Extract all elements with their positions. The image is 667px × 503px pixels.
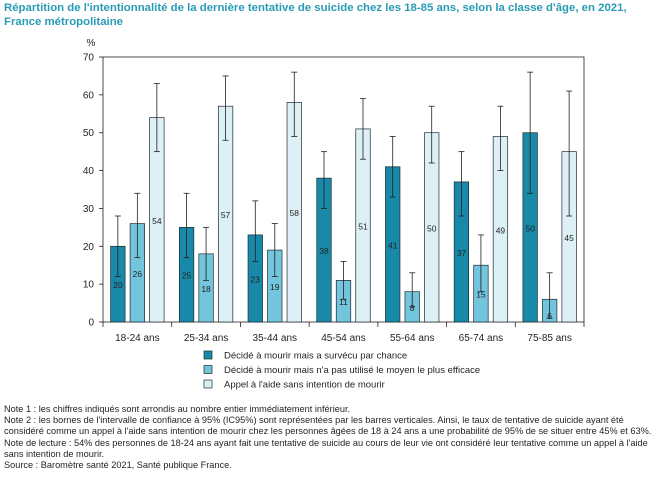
data-label: 26	[133, 269, 143, 279]
x-tick-label: 55-64 ans	[390, 333, 434, 344]
data-label: 50	[525, 223, 535, 233]
x-tick-label: 35-44 ans	[253, 333, 297, 344]
data-label: 54	[152, 216, 162, 226]
data-label: 49	[496, 225, 506, 235]
data-label: 11	[339, 297, 348, 307]
legend-label: Appel à l'aide sans intention de mourir	[224, 380, 385, 391]
chart-notes: Note 1 : les chiffres indiqués sont arro…	[4, 404, 662, 471]
x-tick-label: 65-74 ans	[459, 333, 503, 344]
data-label: 19	[270, 282, 280, 292]
y-tick-label: 10	[83, 280, 95, 291]
x-tick-label: 18-24 ans	[115, 333, 159, 344]
legend-swatch	[203, 365, 213, 374]
data-label: 15	[476, 290, 486, 300]
data-label: 25	[182, 271, 192, 281]
y-tick-label: 20	[83, 242, 95, 253]
legend-swatch	[203, 350, 213, 360]
note-2: Note 2 : les bornes de l'intervalle de c…	[4, 415, 652, 437]
y-tick-label: 50	[83, 128, 95, 139]
data-label: 37	[457, 248, 467, 258]
y-tick-label: 60	[83, 90, 95, 101]
note-1: Note 1 : les chiffres indiqués sont arro…	[4, 404, 351, 414]
chart-title: Répartition de l'intentionnalité de la d…	[4, 2, 627, 28]
y-tick-label: 30	[83, 204, 95, 215]
data-label: 18	[201, 284, 211, 294]
y-tick-label: 0	[88, 318, 94, 329]
data-label: 8	[410, 303, 415, 313]
data-label: 45	[564, 233, 574, 243]
data-label: 23	[251, 274, 261, 284]
data-label: 58	[290, 208, 300, 218]
legend-swatch	[203, 379, 213, 389]
source-note: Source : Baromètre santé 2021, Santé pub…	[4, 460, 232, 471]
y-tick-label: 40	[83, 166, 95, 177]
data-label: 41	[388, 240, 398, 250]
x-tick-label: 75-85 ans	[527, 333, 571, 344]
y-tick-label: 70	[83, 53, 95, 64]
data-label: 50	[427, 223, 437, 233]
legend-label: Décidé à mourir mais a survécu par chanc…	[224, 351, 407, 362]
data-label: 51	[358, 221, 368, 231]
x-tick-label: 25-34 ans	[184, 333, 228, 344]
data-label: 38	[319, 246, 329, 256]
data-label: 57	[221, 210, 231, 220]
data-label: 20	[113, 280, 123, 290]
y-axis-label: %	[87, 38, 96, 49]
legend-label: Décidé à mourir mais n'a pas utilisé le …	[224, 365, 480, 376]
data-label: 6	[547, 311, 552, 321]
reading-note: Note de lecture : 54% des personnes de 1…	[4, 437, 648, 459]
x-tick-label: 45-54 ans	[321, 333, 365, 344]
bar-chart: 0 10 20 30 40 50 60 70% 18-24 ans 25-34 ans 35-44 …	[83, 38, 585, 391]
